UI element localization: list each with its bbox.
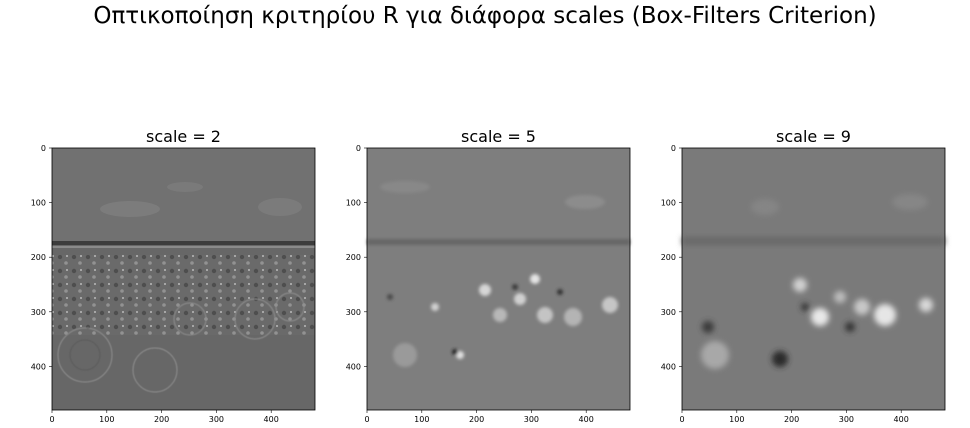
x-tick-label: 0 [49,415,54,424]
y-tick-label: 200 [31,253,46,262]
panel-axes: 0 100 200 300 400 0 100 200 300 400 [346,144,631,424]
x-tick-label: 0 [679,415,684,424]
figure-title: Οπτικοποίηση κριτηρίου R για διάφορα sca… [93,3,877,29]
x-tick-label: 400 [579,415,594,424]
y-tick-label: 200 [661,253,676,262]
x-tick-label: 200 [154,415,169,424]
y-tick-label: 100 [661,199,676,208]
panel-axes: 0 100 200 300 400 0 100 200 300 400 [661,144,946,424]
y-axis: 0 100 200 300 400 [661,144,682,371]
x-tick-label: 0 [364,415,369,424]
x-tick-label: 100 [99,415,114,424]
y-tick-label: 0 [41,144,46,153]
image-area [51,147,316,411]
x-tick-label: 300 [524,415,539,424]
y-axis: 0 100 200 300 400 [31,144,52,371]
x-axis: 0 100 200 300 400 [49,410,279,424]
y-tick-label: 400 [31,362,46,371]
x-tick-label: 100 [729,415,744,424]
x-tick-label: 100 [414,415,429,424]
y-tick-label: 300 [661,308,676,317]
y-tick-label: 400 [346,362,361,371]
panel-title: scale = 5 [461,127,536,146]
x-axis: 0 100 200 300 400 [679,410,909,424]
y-tick-label: 200 [346,253,361,262]
image-area [366,147,631,411]
panel-scale-9: scale = 9 [630,127,946,428]
panel-axes: 0 100 200 300 400 0 100 200 300 400 [31,144,316,424]
y-tick-label: 400 [661,362,676,371]
x-tick-label: 400 [894,415,909,424]
x-tick-label: 300 [839,415,854,424]
x-tick-label: 300 [209,415,224,424]
x-tick-label: 200 [784,415,799,424]
y-tick-label: 300 [346,308,361,317]
y-tick-label: 300 [31,308,46,317]
y-tick-label: 100 [346,199,361,208]
panel-scale-5: scale = 5 [315,127,631,428]
panel-title: scale = 9 [776,127,851,146]
y-tick-label: 0 [671,144,676,153]
y-tick-label: 0 [356,144,361,153]
x-tick-label: 400 [264,415,279,424]
x-axis: 0 100 200 300 400 [364,410,594,424]
y-tick-label: 100 [31,199,46,208]
x-tick-label: 200 [469,415,484,424]
panel-scale-2: scale = 2 [0,127,316,428]
image-area [681,147,946,411]
y-axis: 0 100 200 300 400 [346,144,367,371]
panel-title: scale = 2 [146,127,221,146]
